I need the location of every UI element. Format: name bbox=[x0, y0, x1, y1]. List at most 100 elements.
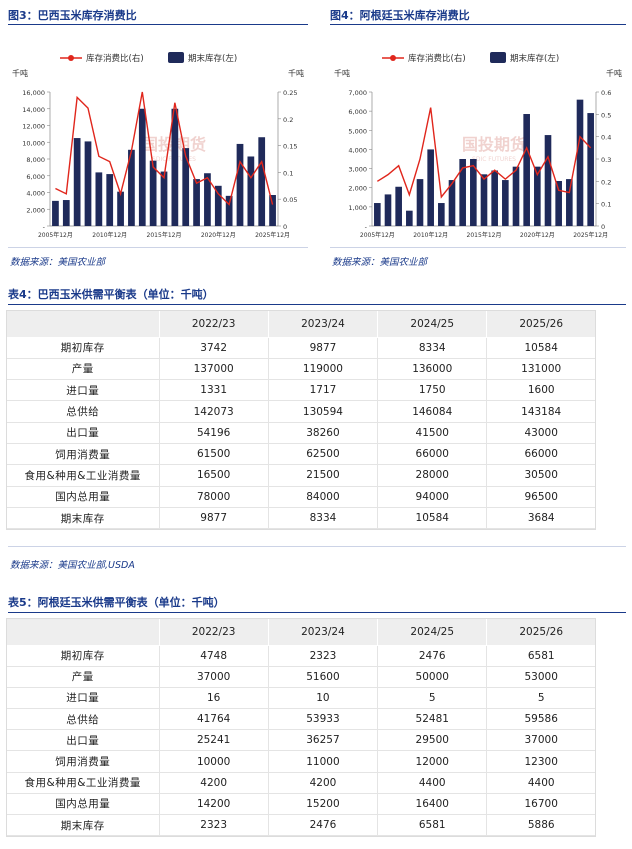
bar bbox=[225, 195, 233, 226]
table-cell: 1750 bbox=[377, 379, 488, 402]
table-cell: 53933 bbox=[268, 708, 379, 731]
table-cell: 25241 bbox=[159, 729, 269, 752]
bar bbox=[106, 174, 114, 226]
table-row: 食用&种用&工业消费量 4200 4200 4400 4400 bbox=[7, 772, 595, 794]
table-cell: 10584 bbox=[486, 337, 595, 359]
left-axis-unit: 千吨 bbox=[12, 68, 28, 78]
bar bbox=[149, 160, 157, 226]
ratio-line bbox=[376, 107, 592, 199]
right-axis-tick-label: 0.4 bbox=[601, 134, 611, 142]
table-cell: 14200 bbox=[159, 793, 269, 816]
legend-bar-swatch bbox=[490, 52, 506, 63]
fig3-title: 图3：巴西玉米库存消费比 bbox=[8, 9, 137, 22]
table-cell: 52481 bbox=[377, 708, 488, 731]
table-cell: 12000 bbox=[377, 750, 488, 773]
x-axis-tick-label: 2025年12月 bbox=[573, 231, 608, 239]
x-axis-tick-label: 2020年12月 bbox=[201, 231, 236, 239]
table-cell: 1600 bbox=[486, 379, 595, 402]
legend-line-marker bbox=[68, 55, 74, 61]
table-row: 饲用消费量 61500 62500 66000 66000 bbox=[7, 443, 595, 466]
right-axis-tick-label: 0.25 bbox=[283, 89, 297, 97]
table-cell: 9877 bbox=[159, 507, 269, 530]
table-cell: 28000 bbox=[377, 464, 488, 487]
bar bbox=[448, 180, 456, 226]
watermark: 国投期货 SDIC FUTURES bbox=[462, 135, 526, 163]
left-axis-tick-label: 8,000 bbox=[26, 156, 45, 164]
table-row: 期初库存 3742 9877 8334 10584 bbox=[7, 337, 595, 359]
column-header: 2025/26 bbox=[486, 619, 595, 646]
table-row: 国内总用量 14200 15200 16400 16700 bbox=[7, 793, 595, 816]
table-cell: 51600 bbox=[268, 666, 379, 688]
column-header: 2024/25 bbox=[377, 311, 488, 338]
row-label: 期初库存 bbox=[7, 337, 160, 359]
table-cell: 10584 bbox=[377, 507, 488, 530]
bar bbox=[73, 138, 81, 226]
bar bbox=[491, 170, 498, 226]
bar bbox=[470, 159, 477, 226]
row-label: 总供给 bbox=[7, 708, 160, 731]
bar bbox=[566, 179, 573, 226]
bar bbox=[204, 173, 211, 226]
left-axis-tick-label: 16,000 bbox=[22, 89, 45, 97]
table-cell: 6581 bbox=[486, 645, 595, 667]
table-cell: 38260 bbox=[268, 422, 379, 444]
column-header: 2022/23 bbox=[159, 619, 269, 646]
table5-title-rule bbox=[8, 612, 626, 613]
fig4-title-rule bbox=[330, 24, 626, 25]
table-cell: 41500 bbox=[377, 422, 488, 444]
bar bbox=[502, 180, 509, 226]
table5-title: 表5：阿根廷玉米供需平衡表（单位：千吨） bbox=[8, 596, 225, 609]
table-cell: 136000 bbox=[377, 358, 488, 381]
table-row: 国内总用量 78000 84000 94000 96500 bbox=[7, 486, 595, 508]
table-cell: 30500 bbox=[486, 464, 595, 487]
table-row: 进口量 1331 1717 1750 1600 bbox=[7, 379, 595, 402]
table-cell: 66000 bbox=[486, 443, 595, 466]
fig3-chart: 库存消费比(右) 期末库存(左) 千吨 千吨 - 2,000 4,000 6,000 8,000… bbox=[12, 52, 304, 239]
table-cell: 15200 bbox=[268, 793, 379, 816]
left-axis-tick-label: 4,000 bbox=[26, 190, 45, 198]
table-row: 期末库存 9877 8334 10584 3684 bbox=[7, 507, 595, 530]
table-cell: 41764 bbox=[159, 708, 269, 731]
table4-title: 表4：巴西玉米供需平衡表（单位：千吨） bbox=[8, 288, 214, 301]
ratio-line bbox=[55, 91, 274, 206]
table-cell: 2323 bbox=[268, 645, 379, 667]
table-row: 总供给 41764 53933 52481 59586 bbox=[7, 708, 595, 731]
column-header bbox=[7, 619, 160, 646]
table-cell: 142073 bbox=[159, 400, 269, 423]
table-cell: 4748 bbox=[159, 645, 269, 667]
bar bbox=[523, 114, 530, 226]
table-cell: 8334 bbox=[268, 507, 379, 530]
right-axis-tick-label: 0.1 bbox=[601, 201, 611, 209]
table-cell: 5 bbox=[377, 687, 488, 710]
table-row: 期末库存 2323 2476 6581 5886 bbox=[7, 814, 595, 837]
row-label: 出口量 bbox=[7, 422, 160, 444]
row-label: 出口量 bbox=[7, 729, 160, 752]
table4-title-rule bbox=[8, 304, 626, 305]
right-axis-tick-label: 0.6 bbox=[601, 89, 611, 97]
column-header: 2023/24 bbox=[268, 311, 379, 338]
fig3-title-rule bbox=[8, 24, 308, 25]
right-axis-tick-label: 0.2 bbox=[601, 178, 611, 186]
column-header: 2024/25 bbox=[377, 619, 488, 646]
bar bbox=[247, 156, 255, 226]
table-row: 产量 37000 51600 50000 53000 bbox=[7, 666, 595, 688]
bar bbox=[214, 185, 222, 226]
x-axis-tick-label: 2010年12月 bbox=[92, 231, 127, 239]
bar bbox=[416, 179, 424, 226]
table-cell: 59586 bbox=[486, 708, 595, 731]
bar bbox=[95, 172, 103, 226]
bar bbox=[534, 166, 541, 226]
bar bbox=[587, 113, 594, 226]
table-cell: 1717 bbox=[268, 379, 379, 402]
bar bbox=[269, 195, 276, 226]
legend-line-label: 库存消费比(右) bbox=[408, 53, 466, 64]
bar bbox=[544, 135, 552, 226]
table-cell: 21500 bbox=[268, 464, 379, 487]
table-cell: 43000 bbox=[486, 422, 595, 444]
row-label: 产量 bbox=[7, 358, 160, 381]
table-cell: 84000 bbox=[268, 486, 379, 508]
table-cell: 50000 bbox=[377, 666, 488, 688]
left-axis-tick-label: 4,000 bbox=[348, 146, 367, 154]
table-cell: 143184 bbox=[486, 400, 595, 423]
bar bbox=[576, 99, 584, 226]
